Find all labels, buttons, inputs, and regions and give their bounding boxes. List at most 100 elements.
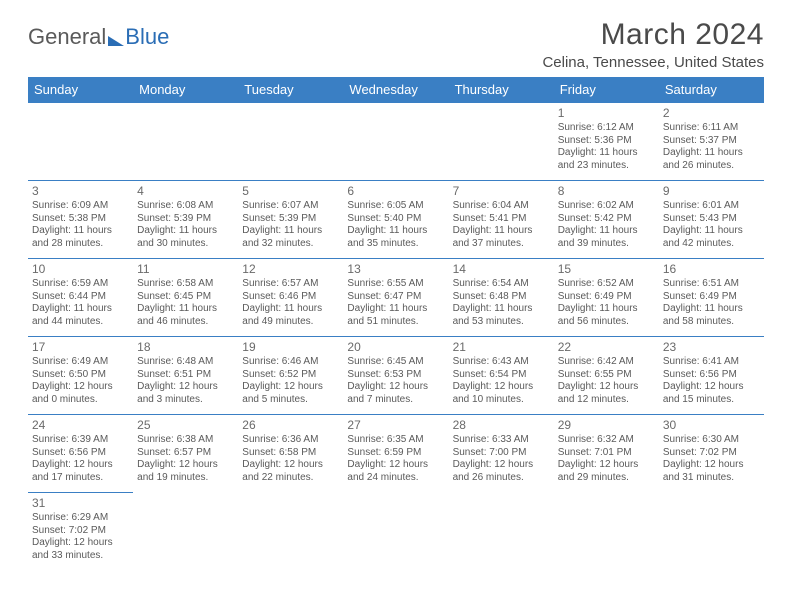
daylight-text-2: and 32 minutes. xyxy=(242,238,339,251)
calendar-cell: 22Sunrise: 6:42 AMSunset: 6:55 PMDayligh… xyxy=(554,337,659,415)
day-number: 30 xyxy=(663,418,760,433)
day-number: 8 xyxy=(558,184,655,199)
calendar-cell xyxy=(343,103,448,181)
sunrise-text: Sunrise: 6:35 AM xyxy=(347,434,444,447)
sunrise-text: Sunrise: 6:08 AM xyxy=(137,200,234,213)
sunset-text: Sunset: 6:56 PM xyxy=(32,447,129,460)
calendar-cell: 27Sunrise: 6:35 AMSunset: 6:59 PMDayligh… xyxy=(343,415,448,493)
sunset-text: Sunset: 5:36 PM xyxy=(558,135,655,148)
calendar-cell: 9Sunrise: 6:01 AMSunset: 5:43 PMDaylight… xyxy=(659,181,764,259)
daylight-text-1: Daylight: 12 hours xyxy=(242,459,339,472)
daylight-text-1: Daylight: 11 hours xyxy=(347,225,444,238)
calendar-row: 31Sunrise: 6:29 AMSunset: 7:02 PMDayligh… xyxy=(28,493,764,571)
calendar-cell: 21Sunrise: 6:43 AMSunset: 6:54 PMDayligh… xyxy=(449,337,554,415)
sunrise-text: Sunrise: 6:46 AM xyxy=(242,356,339,369)
calendar-cell xyxy=(133,493,238,571)
sunset-text: Sunset: 6:47 PM xyxy=(347,291,444,304)
daylight-text-1: Daylight: 11 hours xyxy=(242,303,339,316)
calendar-cell xyxy=(343,493,448,571)
daylight-text-1: Daylight: 12 hours xyxy=(663,381,760,394)
calendar-cell: 13Sunrise: 6:55 AMSunset: 6:47 PMDayligh… xyxy=(343,259,448,337)
calendar-cell: 3Sunrise: 6:09 AMSunset: 5:38 PMDaylight… xyxy=(28,181,133,259)
calendar-body: 1Sunrise: 6:12 AMSunset: 5:36 PMDaylight… xyxy=(28,103,764,571)
sunrise-text: Sunrise: 6:07 AM xyxy=(242,200,339,213)
daylight-text-2: and 10 minutes. xyxy=(453,394,550,407)
daylight-text-2: and 42 minutes. xyxy=(663,238,760,251)
daylight-text-1: Daylight: 11 hours xyxy=(32,303,129,316)
calendar-cell xyxy=(28,103,133,181)
daylight-text-1: Daylight: 11 hours xyxy=(663,303,760,316)
daylight-text-2: and 58 minutes. xyxy=(663,316,760,329)
sunset-text: Sunset: 6:49 PM xyxy=(663,291,760,304)
sunset-text: Sunset: 6:49 PM xyxy=(558,291,655,304)
day-number: 3 xyxy=(32,184,129,199)
calendar-cell: 12Sunrise: 6:57 AMSunset: 6:46 PMDayligh… xyxy=(238,259,343,337)
daylight-text-1: Daylight: 12 hours xyxy=(347,459,444,472)
daylight-text-2: and 53 minutes. xyxy=(453,316,550,329)
sunrise-text: Sunrise: 6:42 AM xyxy=(558,356,655,369)
daylight-text-2: and 23 minutes. xyxy=(558,160,655,173)
logo-text-general: General xyxy=(28,24,106,50)
calendar-cell: 16Sunrise: 6:51 AMSunset: 6:49 PMDayligh… xyxy=(659,259,764,337)
sunset-text: Sunset: 6:45 PM xyxy=(137,291,234,304)
calendar-row: 3Sunrise: 6:09 AMSunset: 5:38 PMDaylight… xyxy=(28,181,764,259)
daylight-text-1: Daylight: 12 hours xyxy=(242,381,339,394)
sunset-text: Sunset: 6:50 PM xyxy=(32,369,129,382)
daylight-text-2: and 19 minutes. xyxy=(137,472,234,485)
calendar-table: Sunday Monday Tuesday Wednesday Thursday… xyxy=(28,77,764,571)
sunrise-text: Sunrise: 6:38 AM xyxy=(137,434,234,447)
sunset-text: Sunset: 6:52 PM xyxy=(242,369,339,382)
daylight-text-1: Daylight: 12 hours xyxy=(663,459,760,472)
daylight-text-1: Daylight: 12 hours xyxy=(32,381,129,394)
day-number: 5 xyxy=(242,184,339,199)
daylight-text-2: and 3 minutes. xyxy=(137,394,234,407)
weekday-header: Thursday xyxy=(449,77,554,103)
sunset-text: Sunset: 6:58 PM xyxy=(242,447,339,460)
logo-flag-icon xyxy=(108,36,124,46)
day-number: 18 xyxy=(137,340,234,355)
calendar-cell: 5Sunrise: 6:07 AMSunset: 5:39 PMDaylight… xyxy=(238,181,343,259)
daylight-text-2: and 33 minutes. xyxy=(32,550,129,563)
sunset-text: Sunset: 6:54 PM xyxy=(453,369,550,382)
calendar-cell: 31Sunrise: 6:29 AMSunset: 7:02 PMDayligh… xyxy=(28,493,133,571)
calendar-cell: 29Sunrise: 6:32 AMSunset: 7:01 PMDayligh… xyxy=(554,415,659,493)
sunrise-text: Sunrise: 6:09 AM xyxy=(32,200,129,213)
daylight-text-2: and 22 minutes. xyxy=(242,472,339,485)
day-number: 24 xyxy=(32,418,129,433)
calendar-cell: 28Sunrise: 6:33 AMSunset: 7:00 PMDayligh… xyxy=(449,415,554,493)
calendar-cell: 26Sunrise: 6:36 AMSunset: 6:58 PMDayligh… xyxy=(238,415,343,493)
daylight-text-1: Daylight: 11 hours xyxy=(32,225,129,238)
day-number: 9 xyxy=(663,184,760,199)
daylight-text-1: Daylight: 12 hours xyxy=(453,459,550,472)
sunset-text: Sunset: 5:41 PM xyxy=(453,213,550,226)
calendar-cell: 30Sunrise: 6:30 AMSunset: 7:02 PMDayligh… xyxy=(659,415,764,493)
calendar-cell: 2Sunrise: 6:11 AMSunset: 5:37 PMDaylight… xyxy=(659,103,764,181)
sunrise-text: Sunrise: 6:29 AM xyxy=(32,512,129,525)
month-title: March 2024 xyxy=(542,18,764,52)
sunrise-text: Sunrise: 6:52 AM xyxy=(558,278,655,291)
daylight-text-2: and 28 minutes. xyxy=(32,238,129,251)
day-number: 25 xyxy=(137,418,234,433)
daylight-text-2: and 29 minutes. xyxy=(558,472,655,485)
daylight-text-1: Daylight: 11 hours xyxy=(347,303,444,316)
sunrise-text: Sunrise: 6:41 AM xyxy=(663,356,760,369)
daylight-text-1: Daylight: 12 hours xyxy=(137,459,234,472)
calendar-cell: 25Sunrise: 6:38 AMSunset: 6:57 PMDayligh… xyxy=(133,415,238,493)
daylight-text-1: Daylight: 11 hours xyxy=(558,147,655,160)
sunrise-text: Sunrise: 6:54 AM xyxy=(453,278,550,291)
logo-text-blue: Blue xyxy=(125,24,169,50)
sunset-text: Sunset: 7:00 PM xyxy=(453,447,550,460)
calendar-cell: 6Sunrise: 6:05 AMSunset: 5:40 PMDaylight… xyxy=(343,181,448,259)
logo: General Blue xyxy=(28,18,169,50)
day-number: 14 xyxy=(453,262,550,277)
sunset-text: Sunset: 6:46 PM xyxy=(242,291,339,304)
calendar-cell xyxy=(449,103,554,181)
sunrise-text: Sunrise: 6:30 AM xyxy=(663,434,760,447)
daylight-text-1: Daylight: 11 hours xyxy=(137,303,234,316)
daylight-text-1: Daylight: 11 hours xyxy=(453,225,550,238)
day-number: 22 xyxy=(558,340,655,355)
daylight-text-1: Daylight: 12 hours xyxy=(347,381,444,394)
calendar-cell: 15Sunrise: 6:52 AMSunset: 6:49 PMDayligh… xyxy=(554,259,659,337)
daylight-text-2: and 5 minutes. xyxy=(242,394,339,407)
location-text: Celina, Tennessee, United States xyxy=(542,54,764,71)
